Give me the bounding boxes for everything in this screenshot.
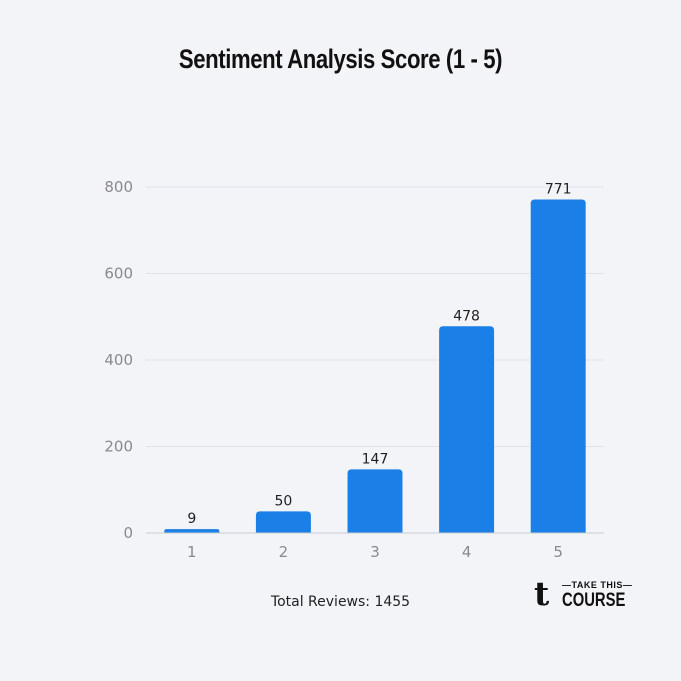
chart-title: Sentiment Analysis Score (1 - 5) bbox=[178, 44, 503, 74]
bar bbox=[255, 511, 311, 533]
data-label: 50 bbox=[274, 493, 292, 509]
y-tick-label: 200 bbox=[104, 438, 133, 456]
y-tick-label: 400 bbox=[104, 351, 133, 369]
bars bbox=[164, 199, 586, 534]
data-label: 147 bbox=[362, 451, 389, 467]
y-tick-label: 600 bbox=[104, 265, 133, 283]
y-tick-label: 0 bbox=[123, 524, 133, 542]
bar bbox=[530, 199, 586, 534]
data-labels: 9 50 147 478 771 bbox=[187, 182, 571, 528]
data-label: 9 bbox=[187, 511, 196, 527]
take-this-course-logo: t —TAKE THIS— COURSE bbox=[534, 574, 632, 616]
data-label: 771 bbox=[545, 182, 572, 198]
y-axis-ticks: 0 200 400 600 800 bbox=[104, 178, 133, 542]
y-tick-label: 800 bbox=[104, 178, 133, 196]
data-label: 478 bbox=[453, 308, 480, 324]
x-tick-label: 4 bbox=[462, 543, 472, 561]
x-tick-label: 2 bbox=[279, 543, 289, 561]
logo-bottom-text: COURSE bbox=[562, 590, 626, 611]
logo-top-text: —TAKE THIS— bbox=[562, 580, 633, 590]
x-tick-label: 3 bbox=[370, 543, 380, 561]
logo-mark: t bbox=[534, 574, 550, 613]
gridlines bbox=[146, 186, 604, 447]
x-axis-ticks: 1 2 3 4 5 bbox=[187, 543, 563, 561]
bar bbox=[347, 469, 403, 533]
x-tick-label: 5 bbox=[553, 543, 563, 561]
x-tick-label: 1 bbox=[187, 543, 197, 561]
total-reviews-label: Total Reviews: 1455 bbox=[270, 594, 411, 610]
bar bbox=[439, 326, 495, 533]
bar bbox=[164, 529, 220, 533]
